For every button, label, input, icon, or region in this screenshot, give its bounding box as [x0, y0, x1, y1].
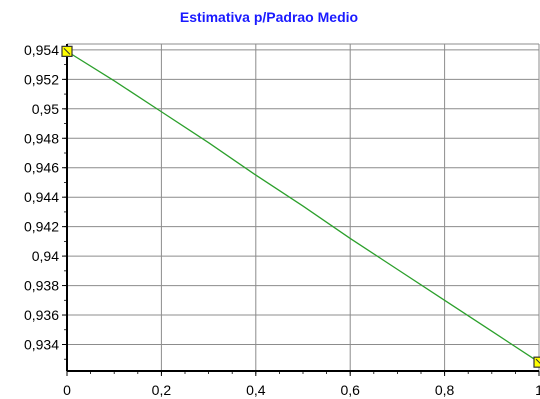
series-line: [66, 50, 540, 363]
endpoint-marker-cross: [63, 48, 71, 55]
y-tick-label: 0,94: [32, 248, 59, 264]
x-tick-label: 0,6: [340, 382, 360, 398]
y-tick-label: 0,95: [32, 101, 59, 117]
y-tick-label: 0,946: [24, 160, 59, 176]
y-tick-label: 0,954: [24, 42, 59, 58]
endpoint-marker-cross: [535, 358, 540, 364]
y-tick-label: 0,938: [24, 278, 59, 294]
x-tick-label: 0: [63, 382, 71, 398]
endpoint-markers: [61, 45, 540, 368]
y-tick-label: 0,944: [24, 189, 59, 205]
y-tick-label: 0,936: [24, 307, 59, 323]
x-tick-label: 1: [535, 382, 540, 398]
y-tick-label: 0,948: [24, 130, 59, 146]
x-tick-label: 0,4: [246, 382, 266, 398]
chart-title: Estimativa p/Padrao Medio: [180, 9, 358, 25]
x-tick-label: 0,2: [152, 382, 172, 398]
y-tick-label: 0,952: [24, 71, 59, 87]
y-tick-label: 0,942: [24, 219, 59, 235]
y-tick-label: 0,934: [24, 336, 59, 352]
grid-lines: [67, 43, 540, 371]
tick-labels: 0 0,2 0,4 0,6 0,8 1 0,934 0,936 0,938 0,94 0,942 0,…: [24, 42, 540, 398]
endpoint-marker: [533, 356, 540, 368]
series-group: [66, 50, 540, 363]
x-tick-label: 0,8: [435, 382, 455, 398]
